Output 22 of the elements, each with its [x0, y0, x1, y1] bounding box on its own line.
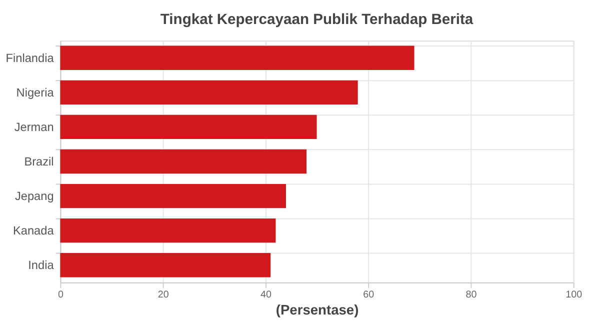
bar	[60, 184, 286, 208]
x-tick-label: 20	[158, 290, 170, 301]
x-tick-label: 80	[466, 290, 478, 301]
bar	[60, 80, 358, 105]
x-tick-label: 40	[260, 290, 272, 301]
y-tick-label: Brazil	[24, 154, 54, 168]
chart-title: Tingkat Kepercayaan Publik Terhadap Berita	[160, 12, 474, 28]
x-tick-label: 100	[566, 290, 583, 301]
x-axis-title: (Persentase)	[276, 301, 359, 318]
bar	[60, 218, 276, 243]
y-tick-label: Nigeria	[16, 85, 54, 100]
y-tick-label: Finlandia	[6, 50, 54, 65]
bar	[60, 253, 271, 278]
bar	[60, 149, 307, 174]
bar	[60, 114, 317, 140]
y-tick-label: Jerman	[14, 120, 54, 134]
x-tick-label: 60	[363, 290, 375, 301]
y-tick-label: Jepang	[14, 188, 54, 203]
y-tick-label: India	[28, 258, 54, 272]
x-tick-label: 0	[58, 290, 64, 301]
y-tick-label: Kanada	[13, 224, 54, 238]
bar	[60, 46, 414, 70]
